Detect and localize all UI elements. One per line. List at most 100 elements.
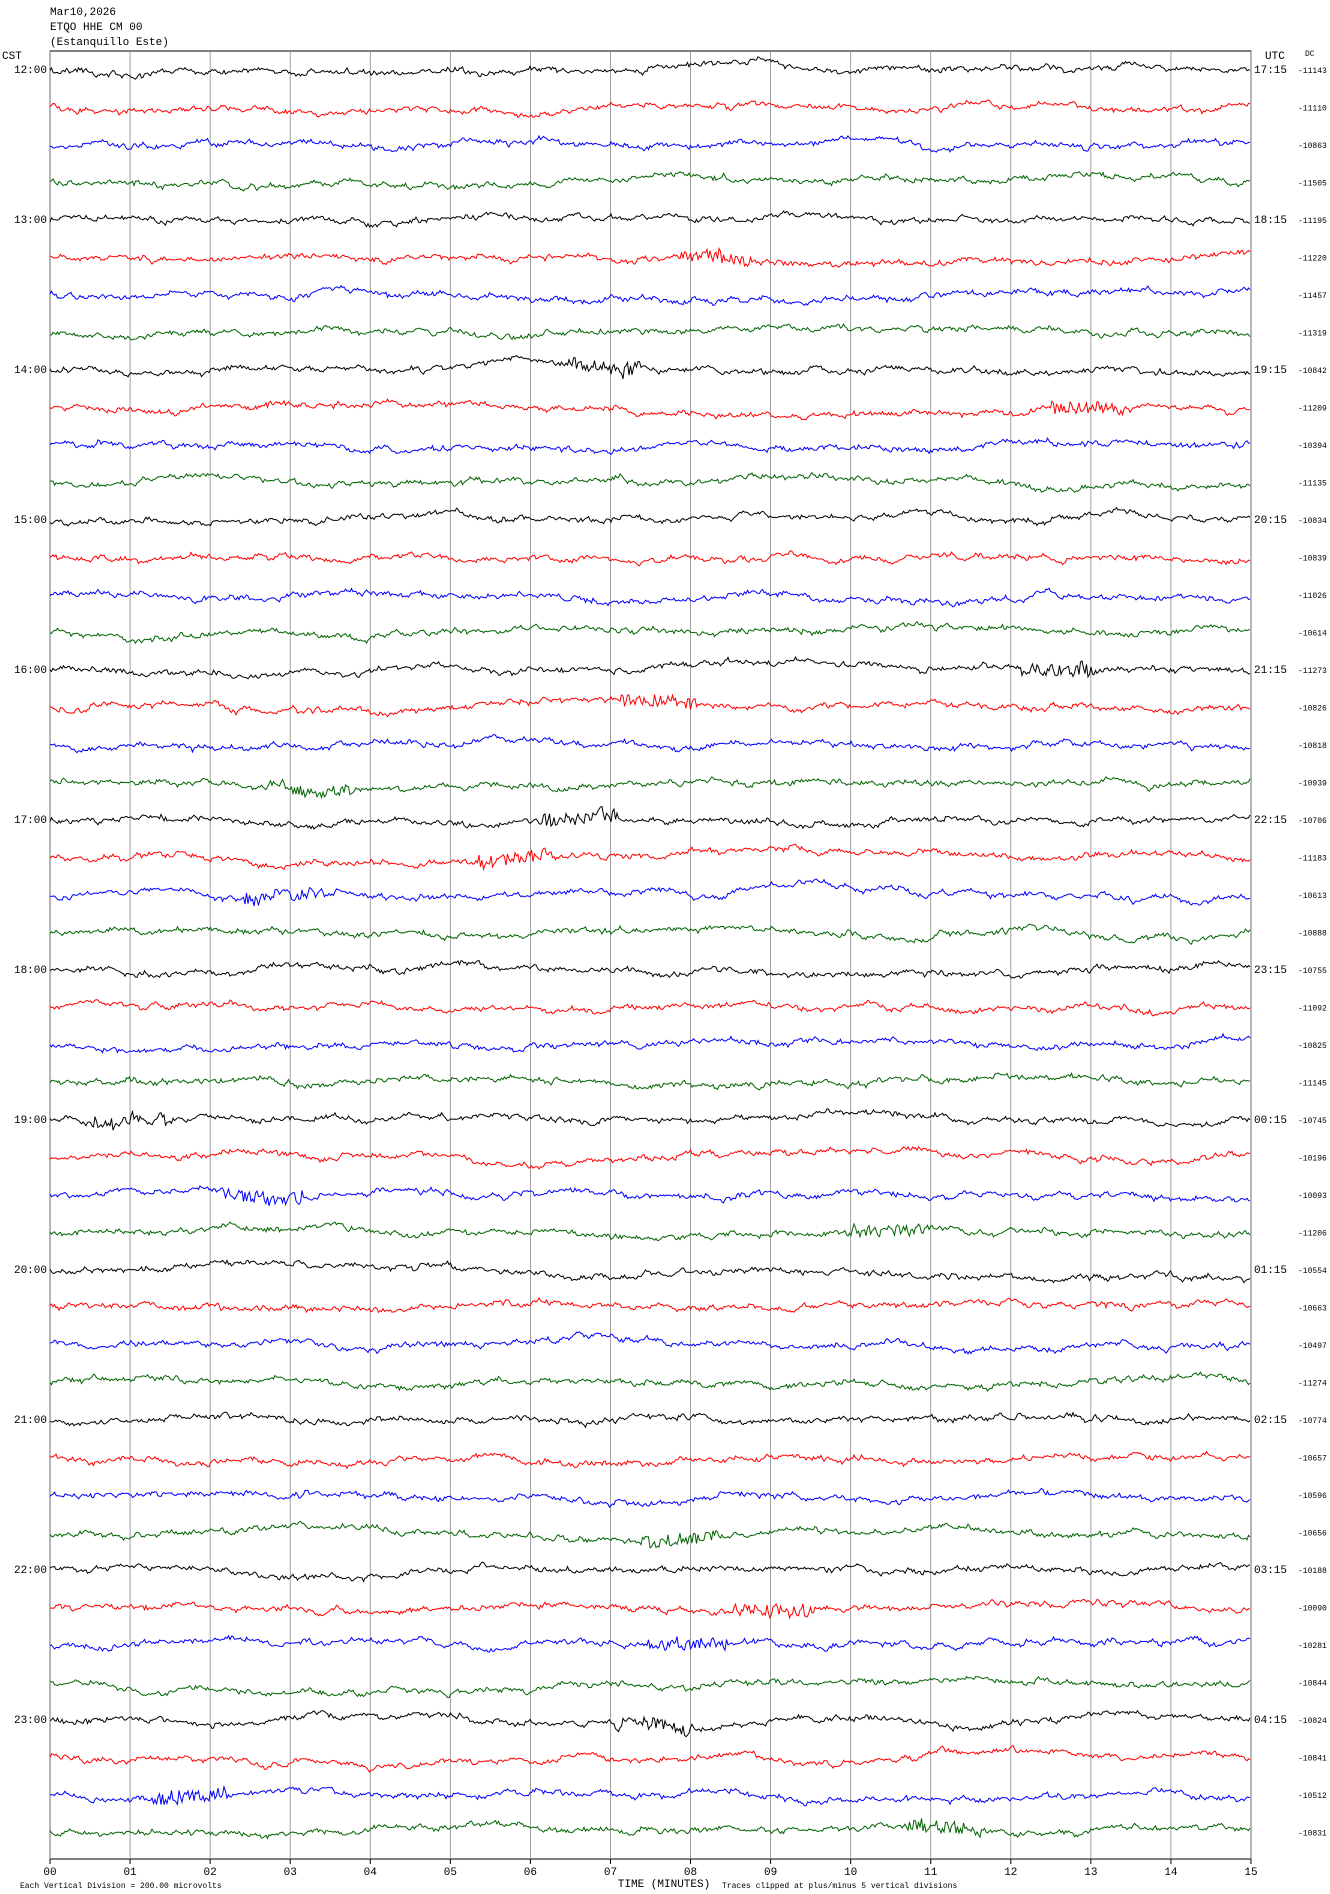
trace [49, 843, 1251, 872]
dc-value: -10706 [1298, 817, 1327, 826]
dc-value: -10939 [1298, 780, 1327, 789]
dc-value: -11110 [1298, 105, 1327, 114]
dc-value: -10663 [1298, 1305, 1327, 1314]
trace [49, 1634, 1251, 1653]
trace [49, 999, 1251, 1017]
dc-value: -10613 [1298, 892, 1327, 901]
cst-label: 23:00 [14, 1715, 47, 1727]
utc-label: 03:15 [1254, 1565, 1287, 1577]
utc-label: 23:15 [1254, 965, 1287, 977]
x-tick-label: 05 [444, 1867, 457, 1879]
dc-value: -10839 [1298, 555, 1327, 564]
trace [49, 655, 1251, 680]
dc-value: -10554 [1298, 1267, 1327, 1276]
dc-value: -10755 [1298, 967, 1327, 976]
trace [49, 1296, 1251, 1314]
x-tick-label: 00 [43, 1867, 56, 1879]
dc-value: -10196 [1298, 1155, 1327, 1164]
cst-label: 15:00 [14, 515, 47, 527]
dc-value: -11092 [1298, 1005, 1327, 1014]
dc-value: -10774 [1298, 1417, 1327, 1426]
trace [49, 56, 1251, 80]
site: (Estanquillo Este) [50, 37, 169, 49]
dc-value: -10825 [1298, 1042, 1327, 1051]
cst-label: 12:00 [14, 65, 47, 77]
dc-value: -10863 [1298, 142, 1327, 151]
x-tick-label: 15 [1244, 1867, 1257, 1879]
utc-label: 21:15 [1254, 665, 1287, 677]
dc-value: -11026 [1298, 592, 1327, 601]
utc-label: 22:15 [1254, 815, 1287, 827]
trace [49, 246, 1251, 268]
dc-value: -10656 [1298, 1530, 1327, 1539]
trace [49, 1071, 1251, 1091]
x-tick-label: 09 [764, 1867, 777, 1879]
trace [49, 923, 1251, 945]
utc-label: 17:15 [1254, 65, 1287, 77]
dc-value: -11209 [1298, 405, 1327, 414]
cst-label: 19:00 [14, 1115, 47, 1127]
right-zone: UTC [1265, 51, 1285, 63]
dc-value: -10826 [1298, 705, 1327, 714]
utc-label: 20:15 [1254, 515, 1287, 527]
x-tick-label: 07 [604, 1867, 617, 1879]
trace [49, 1561, 1251, 1583]
dc-value: -10831 [1298, 1830, 1327, 1839]
dc-value: -11135 [1298, 480, 1327, 489]
trace [49, 506, 1251, 527]
scale-note: Each Vertical Division = 200.00 microvol… [20, 1882, 222, 1891]
x-tick-label: 14 [1164, 1867, 1178, 1879]
dc-value: -10834 [1298, 517, 1327, 526]
dc-header: DC [1305, 50, 1315, 59]
trace [49, 1784, 1251, 1807]
dc-value: -10596 [1298, 1492, 1327, 1501]
trace [49, 210, 1251, 228]
dc-value: -11206 [1298, 1230, 1327, 1239]
utc-label: 19:15 [1254, 365, 1287, 377]
x-tick-label: 02 [204, 1867, 217, 1879]
dc-value: -10841 [1298, 1755, 1327, 1764]
trace [49, 134, 1251, 153]
trace [49, 99, 1251, 119]
dc-value: -10888 [1298, 930, 1327, 939]
trace [49, 1032, 1251, 1054]
trace [49, 806, 1251, 830]
trace [49, 693, 1251, 718]
x-tick-label: 12 [1004, 1867, 1017, 1879]
dc-value: -10512 [1298, 1792, 1327, 1801]
x-tick-label: 13 [1084, 1867, 1097, 1879]
trace [49, 354, 1251, 380]
trace [49, 1108, 1251, 1131]
dc-value: -11273 [1298, 667, 1327, 676]
utc-label: 01:15 [1254, 1265, 1287, 1277]
left-zone: CST [2, 51, 22, 63]
cst-label: 17:00 [14, 815, 47, 827]
trace [49, 550, 1251, 567]
trace [49, 323, 1251, 341]
station: ETQO HHE CM 00 [50, 22, 142, 34]
dc-value: -11145 [1298, 1080, 1327, 1089]
trace [49, 878, 1251, 907]
x-tick-label: 04 [364, 1867, 378, 1879]
trace [49, 1221, 1251, 1242]
trace [49, 436, 1251, 455]
cst-label: 13:00 [14, 215, 47, 227]
clip-note: Traces clipped at plus/minus 5 vertical … [722, 1882, 957, 1891]
trace [49, 1598, 1251, 1620]
trace [49, 1487, 1251, 1508]
x-tick-label: 11 [924, 1867, 938, 1879]
dc-value: -11274 [1298, 1380, 1327, 1389]
cst-label: 22:00 [14, 1565, 47, 1577]
x-tick-label: 10 [844, 1867, 857, 1879]
dc-value: -10657 [1298, 1455, 1327, 1464]
dc-value: -10394 [1298, 442, 1327, 451]
dc-value: -10188 [1298, 1567, 1327, 1576]
x-tick-label: 01 [123, 1867, 137, 1879]
dc-value: -10745 [1298, 1117, 1327, 1126]
trace [49, 1371, 1251, 1392]
trace [49, 1818, 1251, 1840]
trace [49, 398, 1251, 421]
dc-value: -11220 [1298, 255, 1327, 264]
dc-value: -10090 [1298, 1605, 1327, 1614]
